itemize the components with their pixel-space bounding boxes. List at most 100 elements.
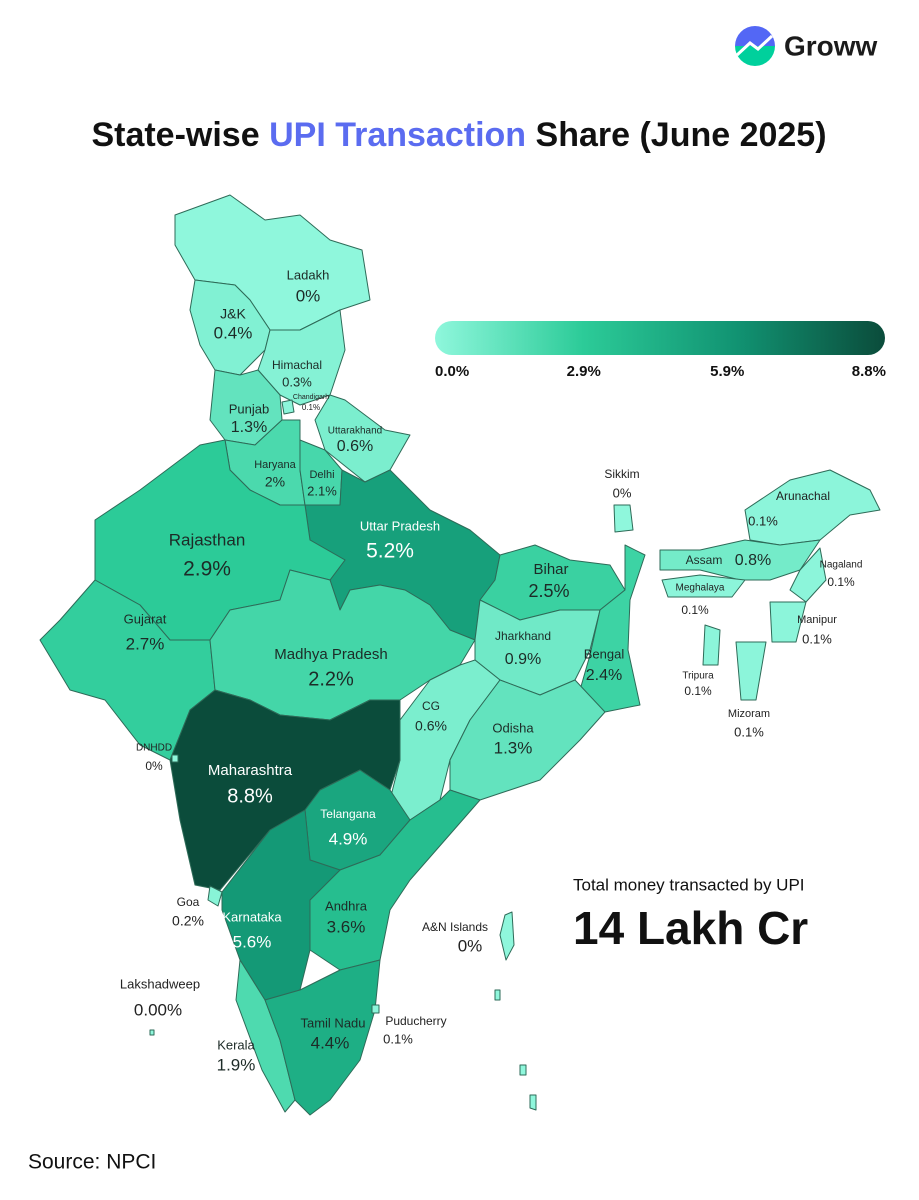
region-value-label: 0.9%	[505, 651, 541, 668]
colorbar-tick-label: 5.9%	[710, 363, 744, 380]
region	[744, 469, 881, 546]
region-value-label: 0.8%	[735, 552, 771, 569]
region-name: Karnataka	[222, 909, 282, 924]
region-value-label: 0.2%	[172, 913, 204, 929]
region-name: Jharkhand	[495, 629, 551, 643]
region-name: Sikkim	[604, 467, 639, 481]
region-name: Manipur	[797, 614, 837, 626]
region-name: Himachal	[272, 358, 322, 372]
region-name: Maharashtra	[208, 762, 293, 779]
region-name: Nagaland	[820, 560, 863, 571]
region	[735, 641, 767, 701]
region	[207, 885, 223, 907]
region-name: Odisha	[492, 720, 534, 735]
region-name: Mizoram	[728, 708, 770, 720]
title-part: State-wise	[91, 116, 259, 154]
region	[171, 754, 179, 763]
region-name: Punjab	[229, 401, 269, 416]
colorbar-tick-label: 2.9%	[567, 363, 601, 380]
region-name: Puducherry	[385, 1014, 446, 1028]
region-value-label: 0.1%	[302, 403, 320, 412]
region	[221, 809, 341, 1001]
region-value-label: 0.1%	[383, 1031, 413, 1046]
title: State-wise UPI Transaction Share (June 2…	[91, 116, 826, 154]
region-name: Kerala	[217, 1037, 255, 1052]
title-highlight: UPI Transaction	[269, 116, 526, 154]
region	[281, 399, 295, 415]
annotation-caption: Total money transacted by UPI	[573, 875, 805, 894]
region-name: Uttar Pradesh	[360, 518, 440, 533]
region-value-label: 4.4%	[311, 1033, 350, 1052]
region-value-label: 2%	[265, 474, 285, 490]
region	[149, 1029, 155, 1036]
colorbar	[435, 321, 885, 355]
region-name: Bihar	[533, 561, 568, 578]
region-value-label: 0.6%	[337, 438, 373, 455]
region-name: Gujarat	[124, 611, 167, 626]
region-name: Rajasthan	[169, 530, 246, 549]
region-value-label: 0.00%	[134, 1000, 182, 1019]
region-value-label: 0%	[458, 936, 483, 955]
region-name: DNHDD	[136, 743, 172, 754]
region-value-label: 2.1%	[307, 483, 337, 498]
region-name: Assam	[686, 553, 723, 567]
region-name: Bengal	[584, 646, 625, 661]
region-value-label: 0.1%	[802, 631, 832, 646]
region-name: Ladakh	[287, 267, 330, 282]
region-value-label: 0.6%	[415, 718, 447, 734]
region-value-label: 5.2%	[366, 540, 414, 563]
region-value-label: 2.5%	[528, 581, 569, 601]
logo-stroke	[735, 34, 774, 57]
region-name: Meghalaya	[676, 583, 725, 594]
region-value-label: 0.4%	[214, 323, 253, 342]
region-value-label: 0%	[296, 286, 321, 305]
colorbar-tick-label: 8.8%	[852, 363, 886, 380]
region-value-label: 0.1%	[684, 684, 712, 698]
region-value-label: 0%	[613, 485, 632, 500]
region-name: Tamil Nadu	[300, 1015, 365, 1030]
region	[449, 679, 606, 801]
colorbar-tick-label: 0.0%	[435, 363, 469, 380]
region-value-label: 4.9%	[329, 829, 368, 848]
region	[189, 279, 271, 376]
region-name: Uttarakhand	[328, 426, 382, 437]
annotation-total: 14 Lakh Cr	[573, 902, 808, 954]
region-name: CG	[422, 699, 440, 713]
region-value-label: 5.6%	[233, 932, 272, 951]
region-value-label: 2.4%	[586, 667, 622, 684]
region-name: Arunachal	[776, 489, 830, 503]
region-name: Chandigarh	[293, 394, 329, 401]
region-name: Delhi	[309, 469, 334, 481]
region-value-label: 8.8%	[227, 785, 273, 807]
source: Source: NPCI	[28, 1151, 156, 1174]
region-value-label: 0.1%	[827, 575, 855, 589]
region-value-label: 1.9%	[217, 1055, 256, 1074]
region-name: Haryana	[254, 459, 296, 471]
region-name: J&K	[220, 306, 246, 322]
region-name: A&N Islands	[422, 920, 488, 934]
region-name: Andhra	[325, 898, 368, 913]
region-value-label: 0.3%	[282, 374, 312, 389]
brand-logo: Groww	[735, 26, 878, 66]
region-name: Madhya Pradesh	[274, 646, 387, 663]
region	[264, 959, 381, 1116]
region-value-label: 1.3%	[231, 419, 267, 436]
brand-name: Groww	[784, 30, 878, 61]
region-value-label: 0.1%	[734, 724, 764, 739]
region-value-label: 2.2%	[308, 668, 354, 690]
title-part: Share (June 2025)	[536, 116, 827, 154]
region	[613, 504, 634, 533]
region	[661, 574, 746, 598]
region	[789, 547, 827, 603]
region-value-label: 0.1%	[748, 513, 778, 528]
map-labels: Ladakh 0% J&K0.4% Himachal 0.3% Chandigarh 0.1…	[120, 267, 863, 1074]
region-value-label: 0%	[145, 759, 163, 773]
region	[702, 624, 721, 666]
region-name: Tripura	[682, 671, 714, 682]
region-value-label: 1.3%	[494, 738, 533, 757]
region	[371, 1004, 380, 1014]
colorbar-ticks: 0.0% 2.9% 5.9% 8.8%	[435, 363, 886, 380]
region-value-label: 2.7%	[126, 634, 165, 653]
region	[494, 911, 537, 1111]
